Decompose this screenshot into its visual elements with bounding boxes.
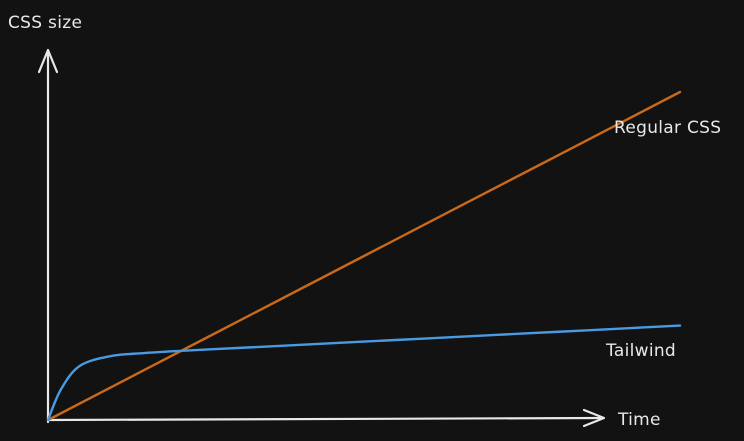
y-axis-label: CSS size [8, 13, 82, 33]
y-axis-arrowhead [37, 48, 59, 74]
series-label-tailwind: Tailwind [605, 341, 676, 361]
series-label-regular-css: Regular CSS [614, 118, 721, 138]
x-axis-label: Time [617, 410, 661, 430]
axes [37, 48, 606, 428]
series-layer [46, 90, 682, 422]
x-axis-arrowhead [582, 408, 606, 428]
x-axis [46, 416, 604, 422]
series-line-tailwind [46, 324, 682, 422]
series-line-regular-css [46, 90, 682, 422]
